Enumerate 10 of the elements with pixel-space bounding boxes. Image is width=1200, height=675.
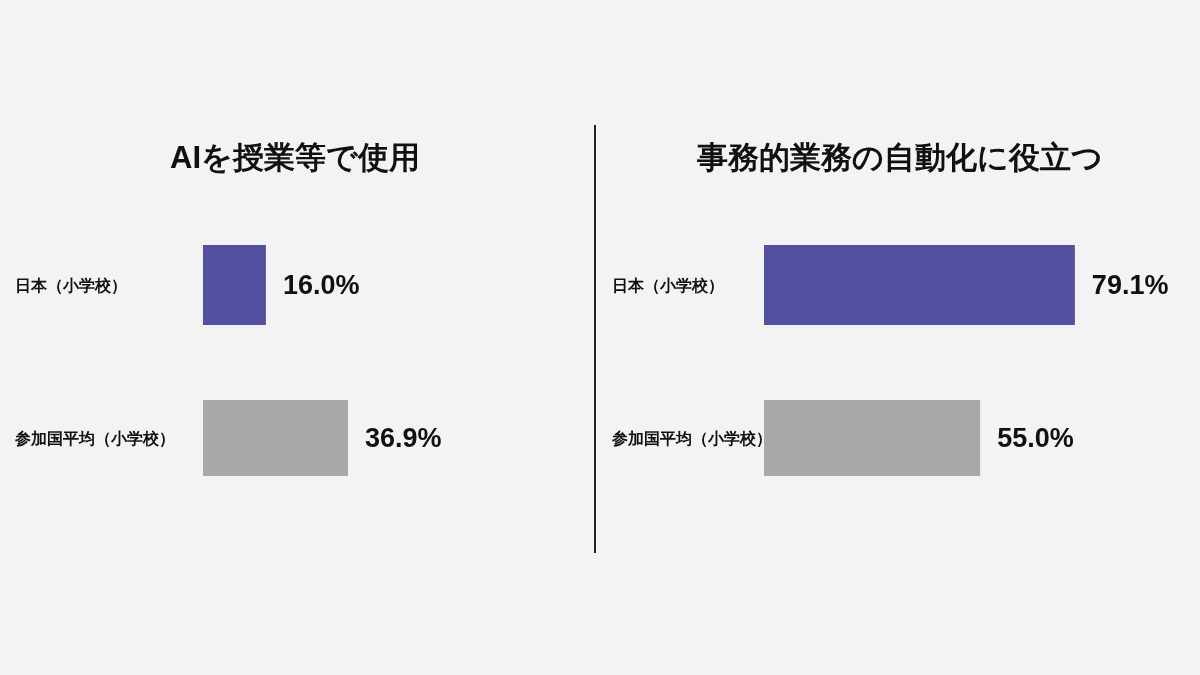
data-label: 36.9% (365, 423, 442, 454)
y-tick-label: 参加国平均（小学校） (14, 429, 175, 448)
y-tick-label: 日本（小学校） (612, 276, 724, 295)
chart-title: 事務的業務の自動化に役立つ (696, 139, 1103, 175)
y-tick-label: 日本（小学校） (15, 276, 127, 295)
y-tick-label: 参加国平均（小学校） (611, 429, 772, 448)
data-label: 79.1% (1091, 270, 1169, 301)
chart-title: AIを授業等で使用 (170, 139, 420, 175)
data-label: 55.0% (997, 423, 1074, 454)
data-label: 16.0% (282, 270, 360, 301)
